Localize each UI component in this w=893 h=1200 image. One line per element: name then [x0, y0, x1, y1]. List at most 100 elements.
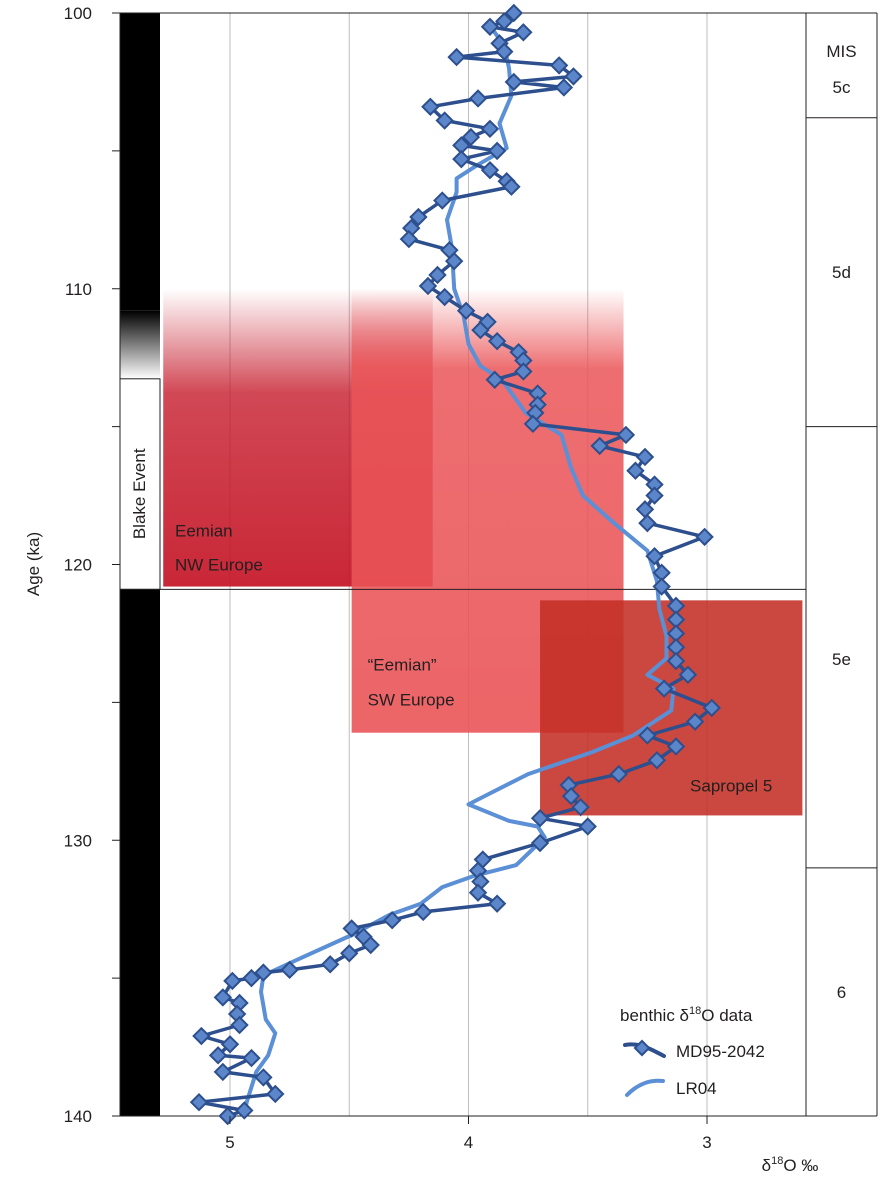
series-md95-2042-point: [685, 712, 705, 731]
series-md95-2042-point: [635, 447, 655, 467]
series-md95-2042-point: [223, 971, 242, 991]
series-md95-2042-point: [590, 436, 609, 456]
series-md95-2042-point: [645, 486, 664, 505]
series-md95-2042-point: [523, 414, 543, 434]
series-md95-2042-point: [495, 42, 514, 61]
x-tick-label: 4: [464, 1133, 473, 1152]
mis-stage-label: 6: [837, 983, 846, 1002]
series-md95-2042-point: [564, 67, 583, 86]
blake-event-bar: Blake Event: [119, 13, 161, 1116]
y-tick-label: 120: [64, 556, 92, 575]
series-md95-2042-point: [666, 737, 686, 756]
series-md95-2042-point: [480, 119, 500, 139]
legend-md95-marker: [633, 1039, 651, 1057]
series-md95-2042-point: [549, 56, 569, 75]
series-md95-2042-point: [235, 1101, 254, 1120]
series-md95-2042-point: [421, 97, 440, 116]
legend-md95-label: MD95-2042: [676, 1042, 765, 1061]
legend-lr04-line: [625, 1078, 665, 1097]
series-md95-2042-point: [666, 651, 686, 671]
y-axis-label: Age (ka): [24, 532, 43, 596]
series-md95-2042-point: [280, 960, 299, 980]
series-md95-2042-point: [626, 461, 645, 480]
series-md95-2042-point: [504, 3, 524, 23]
mis-stage-label: 5c: [833, 78, 851, 97]
series-md95-2042-point: [435, 287, 454, 307]
series-md95-2042-point: [666, 610, 686, 629]
blake-fade: [120, 310, 160, 379]
series-md95-2042-point: [530, 808, 550, 828]
series-md95-2042-point: [461, 127, 481, 147]
series-md95-2042-point: [554, 78, 574, 97]
region-label: NW Europe: [175, 556, 263, 575]
legend: benthic δ18O data MD95-2042 LR04: [620, 1005, 765, 1098]
legend-title-sup: 18: [689, 1005, 701, 1017]
series-lr04-line: [242, 30, 676, 1118]
series-md95-2042-point: [666, 638, 686, 657]
series-md95-2042-point: [514, 362, 533, 381]
series-md95-2042-point: [514, 351, 533, 370]
series-md95-2042-point: [635, 500, 655, 519]
blake-black-bottom: [120, 589, 160, 1116]
series-md95-2042-point: [452, 136, 471, 155]
series-md95-2042-point: [502, 177, 521, 196]
series-md95-2042-point: [638, 726, 657, 745]
series-md95-2042-point: [456, 301, 476, 321]
region-label: “Eemian”: [368, 656, 437, 675]
blake-black-top: [120, 13, 160, 311]
series-md95-2042-point: [480, 160, 500, 180]
x-axis-label-delta: δ: [762, 1156, 771, 1175]
series-md95-2042-point: [468, 89, 488, 108]
series-md95-2042-point: [480, 17, 500, 36]
series-md95-2042-point: [578, 817, 597, 836]
series-md95-2042-point: [320, 955, 340, 974]
series-md95-2042-point: [487, 141, 507, 161]
series-md95-2042-point: [678, 665, 698, 684]
y-tick-label: 130: [64, 831, 92, 850]
blake-white: [119, 378, 161, 590]
legend-title-rest: O data: [701, 1006, 753, 1025]
x-tick-label: 5: [225, 1133, 234, 1152]
series-md95-2042-point: [340, 944, 359, 963]
series-md95-2042-point: [652, 563, 671, 582]
x-axis-label: δ18O ‰: [762, 1155, 819, 1175]
legend-title: benthic δ18O data: [620, 1005, 753, 1025]
series-md95-2042-point: [504, 72, 524, 92]
y-tick-label: 140: [64, 1107, 92, 1126]
series-md95-2042-point: [447, 47, 466, 67]
series-md95-2042-point: [645, 475, 664, 494]
series-md95-2042-point: [666, 596, 686, 616]
series-md95-2042-point: [192, 1026, 211, 1046]
x-axis-label-sup: 18: [771, 1155, 783, 1167]
mis-header: MIS: [826, 42, 856, 61]
region-label: Sapropel 5: [690, 776, 772, 795]
series-md95-2042-point: [528, 384, 547, 403]
series-md95-2042-point: [654, 679, 674, 698]
series-md95-2042-point: [666, 624, 686, 643]
series-md95-2042-point: [487, 894, 507, 913]
shaded-regions: Eemian NW Europe “Eemian” SW Europe Sapropel…: [163, 288, 803, 816]
series-md95-2042-point: [495, 12, 514, 31]
series-md95-2042-point: [230, 1015, 249, 1035]
series-md95-2042-point: [452, 149, 471, 169]
region-label: SW Europe: [368, 691, 455, 710]
series-md95-2042-point: [266, 1084, 285, 1104]
series-md95-2042-point: [695, 527, 714, 547]
series-md95-2042-point: [444, 251, 464, 271]
series-md95-2042-point: [638, 513, 657, 533]
mis-column: MIS 5c 5d 5e 6: [806, 12, 878, 1117]
series-md95-2042-point: [435, 111, 454, 130]
series-md95-2042-point: [342, 919, 361, 938]
mis-stage-label: 5e: [832, 650, 851, 669]
region-label: Eemian: [175, 522, 233, 541]
series-md95-2042-point: [413, 902, 433, 922]
series-md95-2042-point: [433, 191, 452, 210]
y-tick-label: 100: [64, 4, 92, 23]
legend-title-pre: benthic: [620, 1006, 680, 1025]
series-md95-2042-point: [485, 370, 504, 389]
x-tick-label: 3: [702, 1133, 711, 1152]
series-md95-2042-point: [471, 320, 490, 340]
series-md95-2042-point: [254, 963, 273, 982]
series-md95-2042-point: [218, 1106, 237, 1126]
